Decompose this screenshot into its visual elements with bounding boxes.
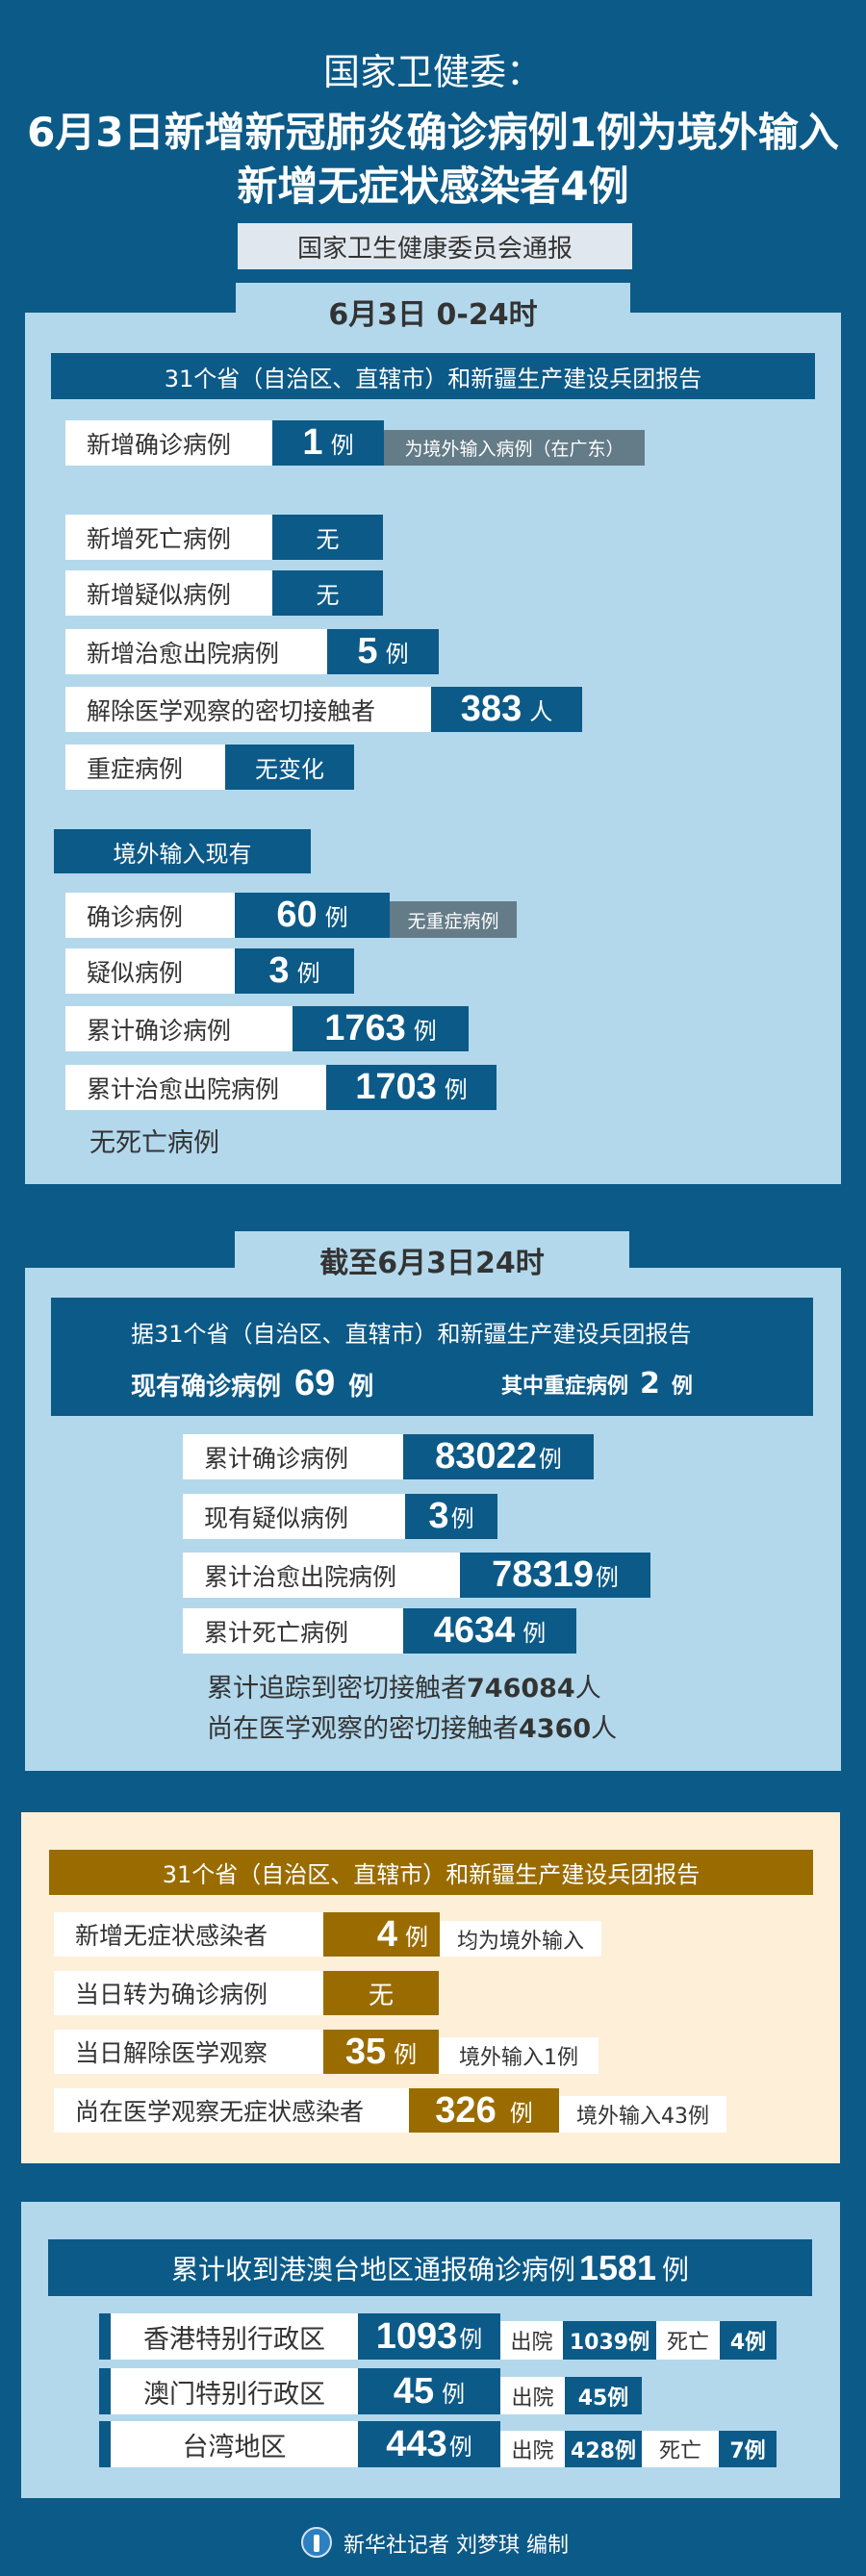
footer-credit: 新华社记者 刘梦琪 编制: [344, 2534, 569, 2558]
row-label: 当日解除医学观察: [54, 2030, 323, 2074]
row-label: 累计确诊病例: [183, 1434, 403, 1479]
discharged-value: 45例: [565, 2377, 642, 2414]
discharged-label: 出院: [500, 2377, 565, 2414]
severe-cases: 其中重症病例 2 例: [501, 1367, 693, 1401]
row-label: 确诊病例: [65, 893, 235, 938]
death-label: 死亡: [642, 2431, 719, 2467]
row-value: 无: [272, 515, 383, 560]
discharged-value: 428例: [565, 2431, 642, 2467]
row-label: 疑似病例: [65, 948, 235, 994]
region-label: 澳门特别行政区: [111, 2368, 358, 2414]
row-label: 累计死亡病例: [183, 1608, 403, 1654]
hmt-title-bar: 累计收到港澳台地区通报确诊病例 1581 例: [48, 2239, 812, 2296]
xinhua-logo-icon: [301, 2527, 332, 2558]
row-label: 新增治愈出院病例: [65, 629, 327, 674]
death-value: 4例: [720, 2321, 777, 2360]
headline-line2: 新增无症状感染者4例: [237, 163, 629, 210]
row-label: 新增死亡病例: [65, 515, 272, 560]
row-note: 境外输入1例: [439, 2037, 599, 2074]
cumulative-tab: 截至6月3日24时: [235, 1231, 629, 1289]
row-note: 均为境外输入: [440, 1921, 601, 1957]
cumulative-summary-box: 据31个省（自治区、直辖市）和新疆生产建设兵团报告 现有确诊病例 69 例 其中…: [51, 1298, 813, 1416]
region-label: 香港特别行政区: [111, 2313, 358, 2360]
row-value: 无变化: [225, 745, 354, 790]
row-label: 解除医学观察的密切接触者: [65, 687, 431, 732]
row-label: 现有疑似病例: [183, 1494, 405, 1539]
region-value: 1093 例: [358, 2313, 500, 2360]
row-label: 新增无症状感染者: [54, 1912, 323, 1957]
report-line: 据31个省（自治区、直辖市）和新疆生产建设兵团报告: [131, 1321, 692, 1348]
row-value: 无: [272, 570, 383, 616]
row-value: 1763 例: [293, 1006, 469, 1051]
row-value: 60 例: [235, 893, 390, 938]
daily-report-bar: 31个省（自治区、直辖市）和新疆生产建设兵团报告: [51, 353, 815, 399]
row-label: 尚在医学观察无症状感染者: [54, 2088, 409, 2133]
row-label: 累计治愈出院病例: [183, 1553, 460, 1598]
row-value: 383 人: [431, 687, 582, 732]
row-note: 为境外输入病例（在广东）: [384, 430, 645, 466]
region-label: 台湾地区: [111, 2421, 358, 2467]
row-value: 78319 例: [460, 1553, 650, 1598]
source-label: 国家卫健委：: [322, 51, 543, 93]
headline-line1: 6月3日新增新冠肺炎确诊病例1例为境外输入: [27, 109, 839, 156]
death-value: 7例: [719, 2431, 777, 2467]
row-label: 累计确诊病例: [65, 1006, 293, 1051]
row-value: 1703 例: [326, 1065, 497, 1110]
row-stripe: [99, 2421, 111, 2467]
traced-contacts: 累计追踪到密切接触者746084人: [207, 1674, 601, 1704]
no-death-text: 无死亡病例: [89, 1128, 219, 1158]
observing-contacts: 尚在医学观察的密切接触者4360人: [207, 1714, 618, 1744]
death-label: 死亡: [656, 2321, 720, 2360]
row-value: 无: [323, 1971, 439, 2015]
row-stripe: [99, 2313, 111, 2360]
current-confirmed: 现有确诊病例 69 例: [131, 1363, 374, 1403]
row-label: 重症病例: [65, 745, 225, 790]
subtitle-box: 国家卫生健康委员会通报: [238, 223, 632, 269]
row-value: 35 例: [323, 2030, 439, 2074]
daily-tab: 6月3日 0-24时: [236, 283, 630, 341]
region-value: 443 例: [358, 2421, 500, 2467]
row-label: 新增疑似病例: [65, 570, 272, 616]
discharged-label: 出院: [500, 2321, 563, 2360]
row-value: 4634 例: [403, 1608, 576, 1654]
row-note: 境外输入43例: [559, 2096, 726, 2133]
row-label: 累计治愈出院病例: [65, 1065, 326, 1110]
row-note: 无重症病例: [390, 901, 517, 938]
row-value: 326 例: [409, 2088, 559, 2133]
discharged-value: 1039例: [563, 2321, 656, 2360]
imported-title: 境外输入现有: [54, 829, 311, 873]
row-label: 新增确诊病例: [65, 420, 272, 466]
row-value: 83022 例: [403, 1434, 594, 1479]
row-stripe: [99, 2368, 111, 2414]
discharged-label: 出院: [500, 2431, 565, 2467]
row-label: 当日转为确诊病例: [54, 1971, 323, 2015]
region-value: 45 例: [358, 2368, 500, 2414]
asymptomatic-report-bar: 31个省（自治区、直辖市）和新疆生产建设兵团报告: [49, 1850, 813, 1895]
